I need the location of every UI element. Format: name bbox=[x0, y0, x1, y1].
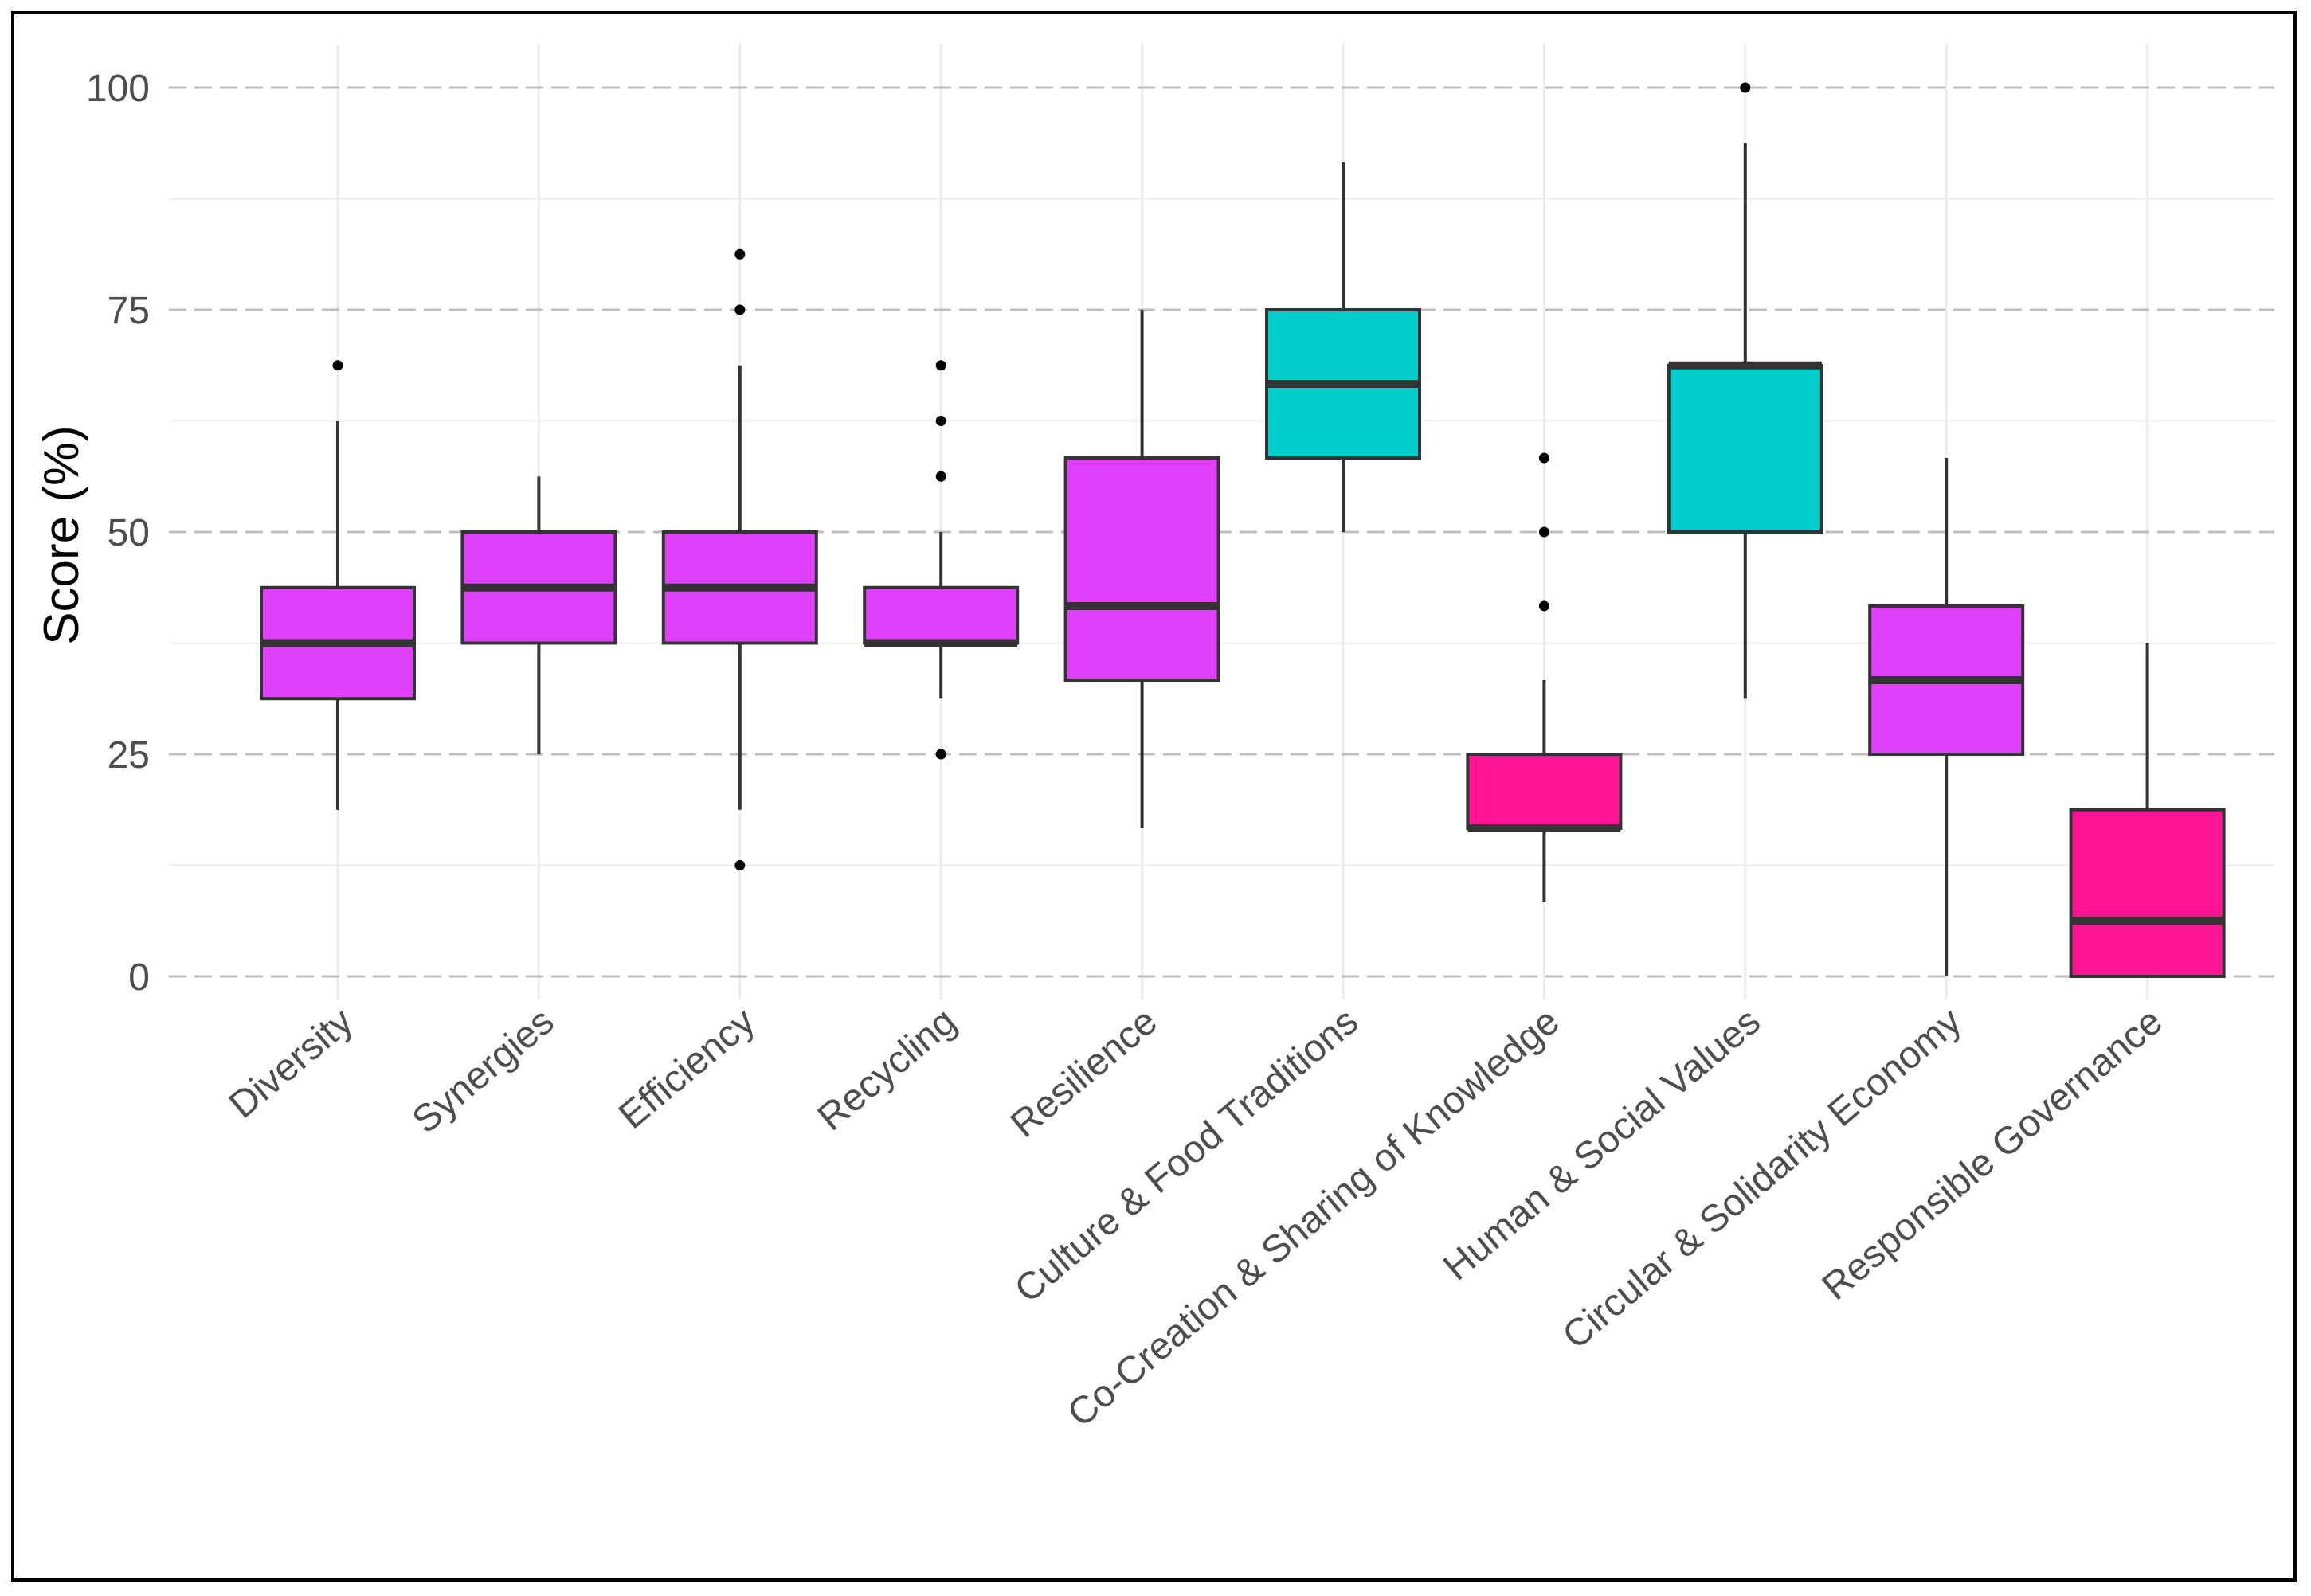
x-tick-label: Culture & Food Traditions bbox=[1007, 1000, 1366, 1311]
x-tick-label: Resilience bbox=[1003, 1000, 1165, 1146]
outlier-point bbox=[1538, 526, 1549, 538]
x-tick-label: Diversity bbox=[221, 1000, 361, 1127]
box-layer bbox=[260, 82, 2226, 978]
outlier-point bbox=[1740, 82, 1751, 93]
x-tick-label: Circular & Solidarity Economy bbox=[1555, 1000, 1969, 1358]
figure-frame bbox=[11, 11, 2297, 1582]
outlier-point bbox=[332, 360, 343, 371]
box-human-social-values bbox=[1667, 82, 1823, 699]
outlier-point bbox=[935, 360, 946, 371]
outlier-point bbox=[935, 416, 946, 426]
x-tick-label: Efficiency bbox=[611, 1000, 763, 1137]
box-body bbox=[1466, 753, 1623, 830]
grid-layer bbox=[169, 44, 2274, 999]
outlier-point bbox=[1538, 452, 1549, 464]
y-tick-label: 75 bbox=[108, 290, 150, 332]
box-body bbox=[863, 585, 1020, 645]
box-co-creation-sharing-of-knowledge bbox=[1466, 452, 1623, 903]
box-body bbox=[2069, 808, 2226, 978]
x-tick-label: Recycling bbox=[810, 1000, 964, 1139]
x-axis-ticks: Diversity Synergies Efficiency Recycling Res… bbox=[221, 1000, 2171, 1436]
y-tick-label: 100 bbox=[86, 68, 150, 110]
outlier-point bbox=[734, 248, 746, 260]
x-tick-label: Responsible Governance bbox=[1815, 1000, 2171, 1308]
x-tick-label: Human & Social Values bbox=[1436, 1000, 1769, 1289]
box-responsible-governance bbox=[2069, 643, 2226, 978]
box-circular-solidarity-economy bbox=[1868, 458, 2025, 976]
y-tick-label: 50 bbox=[108, 512, 150, 554]
box-diversity bbox=[260, 360, 416, 810]
y-tick-label: 25 bbox=[108, 734, 150, 776]
box-body bbox=[1063, 456, 1220, 683]
box-efficiency bbox=[661, 248, 818, 870]
box-culture-food-traditions bbox=[1265, 161, 1421, 532]
outlier-point bbox=[734, 860, 746, 870]
outlier-point bbox=[734, 304, 746, 315]
y-axis-title: Score (%) bbox=[34, 425, 89, 645]
y-tick-label: 0 bbox=[128, 956, 150, 999]
x-tick-label: Synergies bbox=[405, 1000, 562, 1142]
box-synergies bbox=[460, 476, 617, 754]
outlier-point bbox=[935, 471, 946, 482]
outlier-point bbox=[1538, 600, 1549, 612]
box-resilience bbox=[1063, 310, 1220, 828]
box-body bbox=[1667, 363, 1823, 534]
y-axis-ticks: 0 25 50 75 100 bbox=[86, 68, 150, 999]
box-recycling bbox=[863, 360, 1020, 760]
outlier-point bbox=[935, 749, 946, 760]
